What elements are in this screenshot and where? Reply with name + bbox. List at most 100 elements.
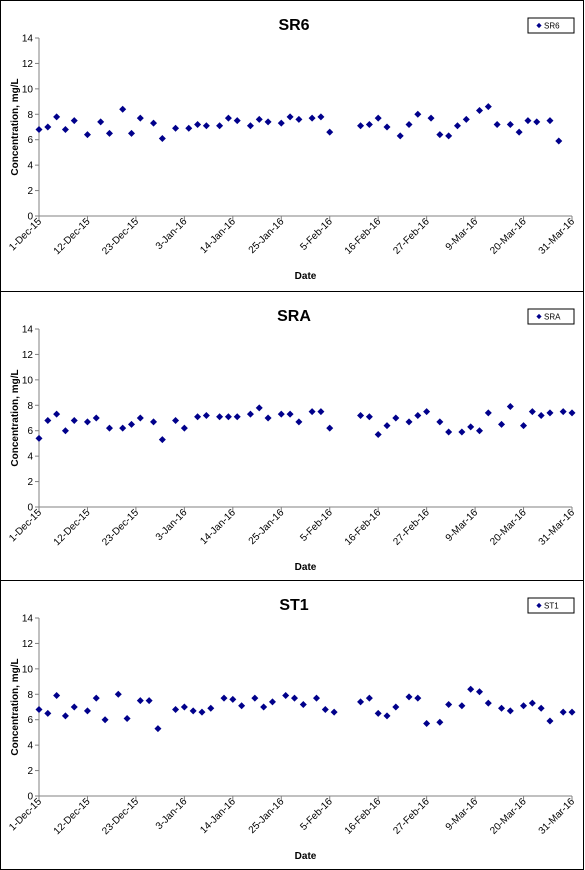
data-point: [392, 703, 400, 711]
x-axis-label: Date: [295, 271, 317, 282]
data-point: [35, 434, 43, 442]
data-point: [374, 431, 382, 439]
data-point: [414, 411, 422, 419]
data-point: [515, 128, 523, 136]
legend-box: [527, 308, 575, 325]
data-point: [533, 118, 541, 126]
y-tick-label: 4: [27, 452, 33, 463]
data-point: [180, 424, 188, 432]
data-point: [405, 418, 413, 426]
data-point: [295, 115, 303, 123]
x-tick-label: 31-Mar-16: [537, 216, 578, 257]
data-point: [555, 137, 563, 145]
data-point: [216, 122, 224, 130]
y-tick-label: 8: [27, 110, 33, 121]
data-point: [233, 117, 241, 125]
y-tick-label: 4: [27, 161, 33, 172]
data-point: [365, 120, 373, 128]
data-point: [423, 408, 431, 416]
data-point: [498, 704, 506, 712]
data-point: [44, 709, 52, 717]
x-tick-label: 5-Feb-16: [298, 796, 335, 833]
data-point: [498, 420, 506, 428]
x-tick-label: 9-Mar-16: [444, 216, 481, 253]
data-point: [484, 699, 492, 707]
y-tick-label: 2: [27, 766, 33, 777]
data-point: [114, 690, 122, 698]
data-point: [105, 424, 113, 432]
data-point: [475, 106, 483, 114]
data-point: [180, 703, 188, 711]
data-point: [506, 707, 514, 715]
data-point: [172, 706, 180, 714]
data-point: [286, 113, 294, 121]
data-point: [277, 410, 285, 418]
chart-title: SR6: [278, 17, 309, 34]
data-point: [453, 122, 461, 130]
data-point: [475, 688, 483, 696]
data-point: [172, 417, 180, 425]
x-tick-label: 14-Jan-16: [198, 216, 238, 256]
data-point: [537, 704, 545, 712]
data-point: [317, 408, 325, 416]
data-point: [83, 131, 91, 139]
data-point: [436, 418, 444, 426]
data-point: [194, 120, 202, 128]
data-point: [202, 122, 210, 130]
data-point: [520, 422, 528, 430]
data-point: [493, 120, 501, 128]
data-point: [467, 423, 475, 431]
data-point: [559, 408, 567, 416]
data-point: [61, 427, 69, 435]
data-point: [436, 131, 444, 139]
data-point: [255, 404, 263, 412]
x-tick-label: 3-Jan-16: [154, 796, 190, 832]
data-point: [150, 119, 158, 127]
legend-marker: [536, 22, 542, 29]
data-point: [326, 424, 334, 432]
data-point: [520, 702, 528, 710]
legend-label: SRA: [544, 313, 561, 322]
data-point: [445, 700, 453, 708]
data-point: [224, 413, 232, 421]
data-point: [53, 113, 61, 121]
data-point: [546, 409, 554, 417]
chart-title: SRA: [277, 308, 311, 325]
data-point: [35, 126, 43, 134]
x-tick-label: 27-Feb-16: [391, 216, 432, 257]
data-point: [458, 428, 466, 436]
x-tick-label: 14-Jan-16: [198, 507, 238, 547]
chart-panel-sr6: SR6 0 2 4 6 8 10 12 14 1-Dec-15 12-Dec-15 23-Dec-15…: [0, 0, 584, 292]
data-point: [128, 129, 136, 137]
y-tick-label: 8: [27, 401, 33, 412]
x-tick-label: 31-Mar-16: [537, 507, 578, 548]
x-tick-label: 9-Mar-16: [444, 507, 481, 544]
data-point: [194, 413, 202, 421]
data-point: [396, 132, 404, 140]
data-point: [458, 702, 466, 710]
data-point: [246, 122, 254, 130]
data-point: [158, 436, 166, 444]
x-axis-label: Date: [295, 562, 317, 573]
y-tick-label: 6: [27, 135, 33, 146]
data-point: [61, 126, 69, 134]
x-tick-label: 27-Feb-16: [391, 507, 432, 548]
x-tick-label: 12-Dec-15: [52, 796, 93, 837]
data-point: [506, 403, 514, 411]
data-point: [136, 414, 144, 422]
data-point: [53, 410, 61, 418]
data-point: [383, 422, 391, 430]
x-tick-label: 20-Mar-16: [488, 796, 529, 837]
data-point: [61, 712, 69, 720]
data-point: [260, 703, 268, 711]
y-tick-label: 6: [27, 426, 33, 437]
data-point: [136, 114, 144, 122]
data-point: [365, 694, 373, 702]
y-tick-label: 10: [22, 664, 34, 675]
x-tick-label: 27-Feb-16: [391, 796, 432, 837]
data-point: [299, 700, 307, 708]
legend: SR6: [527, 17, 575, 34]
data-point: [313, 694, 321, 702]
legend-box: [527, 597, 575, 614]
x-tick-label: 5-Feb-16: [298, 507, 335, 544]
